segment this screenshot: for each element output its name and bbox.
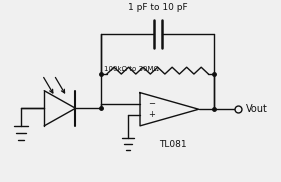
Text: −: −: [148, 99, 155, 108]
Text: 100kΩ to 30MΩ: 100kΩ to 30MΩ: [104, 66, 159, 72]
Text: +: +: [148, 110, 155, 119]
Text: Vout: Vout: [246, 104, 268, 114]
Text: TL081: TL081: [160, 140, 187, 149]
Text: 1 pF to 10 pF: 1 pF to 10 pF: [128, 3, 187, 12]
